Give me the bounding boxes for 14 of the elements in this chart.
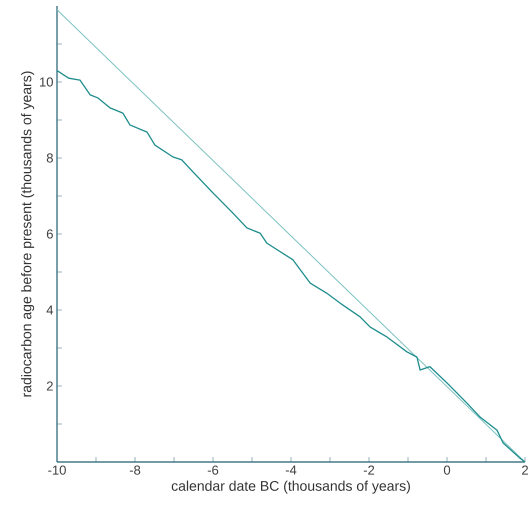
x-tick-label: -8 [130,466,140,475]
y-tick-label: 8 [46,153,53,163]
y-axis-title: radiocarbon age before present (thousands of years) [21,71,34,397]
y-tick-label: 4 [46,306,54,314]
x-tick-label: -6 [208,466,218,475]
x-tick-label: -4 [286,466,296,474]
y-tick-label: 10 [40,77,53,87]
x-tick-label: -2 [364,466,374,475]
y-tick-label: 2 [46,381,53,391]
x-axis-title: calendar date BC (thousands of years) [172,480,410,494]
x-tick-label: -10 [48,466,66,475]
y-tick-label: 6 [46,229,53,239]
x-tick-label: 0 [444,466,450,475]
x-tick-label: 2 [522,466,528,475]
